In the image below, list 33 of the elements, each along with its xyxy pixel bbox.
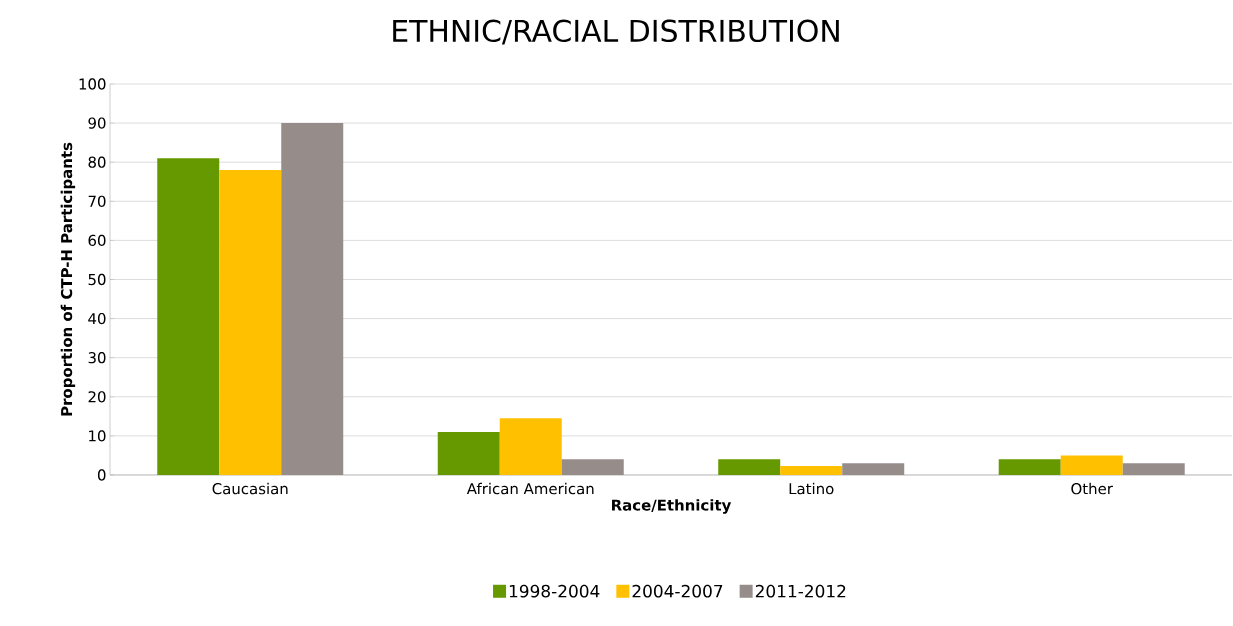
bar — [1122, 463, 1185, 475]
y-tick-label: 80 — [88, 156, 106, 168]
bar — [281, 123, 344, 475]
y-tick-label: 30 — [88, 352, 106, 364]
x-tick-label: African American — [466, 482, 594, 495]
y-tick-label: 70 — [88, 195, 106, 207]
y-tick-label: 10 — [89, 430, 106, 442]
y-tick-label: 0 — [97, 469, 106, 481]
bar — [718, 459, 781, 475]
bar — [1060, 455, 1123, 475]
y-tick-label: 60 — [88, 234, 106, 247]
y-tick-label: 50 — [88, 273, 106, 286]
y-axis-title: Proportion of CTP-H Participants — [60, 142, 76, 416]
legend-label: 2004-2007 — [632, 584, 723, 598]
legend-label: 2011-2012 — [755, 584, 846, 598]
x-tick-label: Other — [1071, 482, 1113, 495]
bar — [842, 463, 905, 475]
bar — [437, 431, 500, 475]
y-tick-label: 20 — [88, 391, 106, 403]
chart-title: ETHNIC/RACIAL DISTRIBUTION — [393, 19, 839, 45]
bar — [780, 465, 843, 475]
y-tick-label: 40 — [88, 312, 106, 325]
bar — [499, 418, 562, 475]
x-tick-label: Caucasian — [212, 482, 288, 495]
y-tick-label: 100 — [79, 78, 106, 90]
y-tick-label: 90 — [88, 117, 106, 129]
legend-label: 1998-2004 — [509, 584, 600, 598]
bar — [157, 158, 220, 475]
bar — [561, 459, 624, 475]
bar — [998, 459, 1061, 475]
bar — [219, 170, 282, 475]
x-tick-label: Latino — [789, 482, 834, 495]
x-axis-title: Race/Ethnicity — [612, 499, 732, 514]
